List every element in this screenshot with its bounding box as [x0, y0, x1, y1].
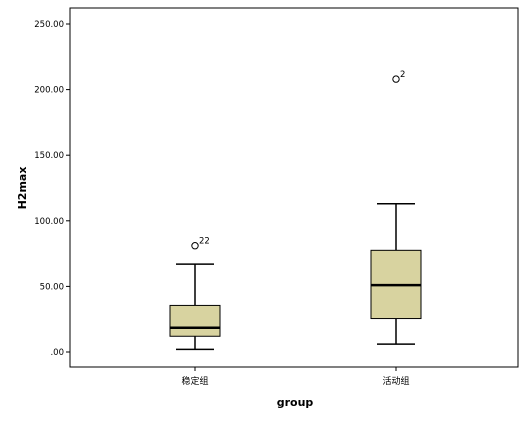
y-axis-title: H2max: [16, 167, 29, 210]
y-tick-label: 250.00: [34, 20, 64, 30]
y-tick-label: 150.00: [34, 151, 64, 161]
outlier-label: 2: [400, 70, 405, 80]
box-iqr: [169, 304, 221, 337]
outlier-label: 22: [199, 237, 210, 247]
x-tick-label: 活动组: [382, 375, 409, 387]
y-tick-label: 100.00: [34, 217, 64, 227]
y-axis: .00 50.00 100.00 150.00 200.00 250.00: [34, 20, 70, 358]
outlier-point: [392, 75, 400, 83]
outlier-point: [191, 242, 199, 250]
x-axis: 稳定组 活动组: [181, 367, 410, 387]
x-tick-label: 稳定组: [181, 375, 208, 387]
x-axis-title: group: [277, 396, 314, 409]
plot-frame: [69, 7, 519, 368]
y-tick-label: 50.00: [40, 282, 64, 292]
y-tick-label: 200.00: [34, 86, 64, 96]
box-series: 222: [169, 70, 422, 351]
y-tick-label: .00: [50, 348, 64, 358]
